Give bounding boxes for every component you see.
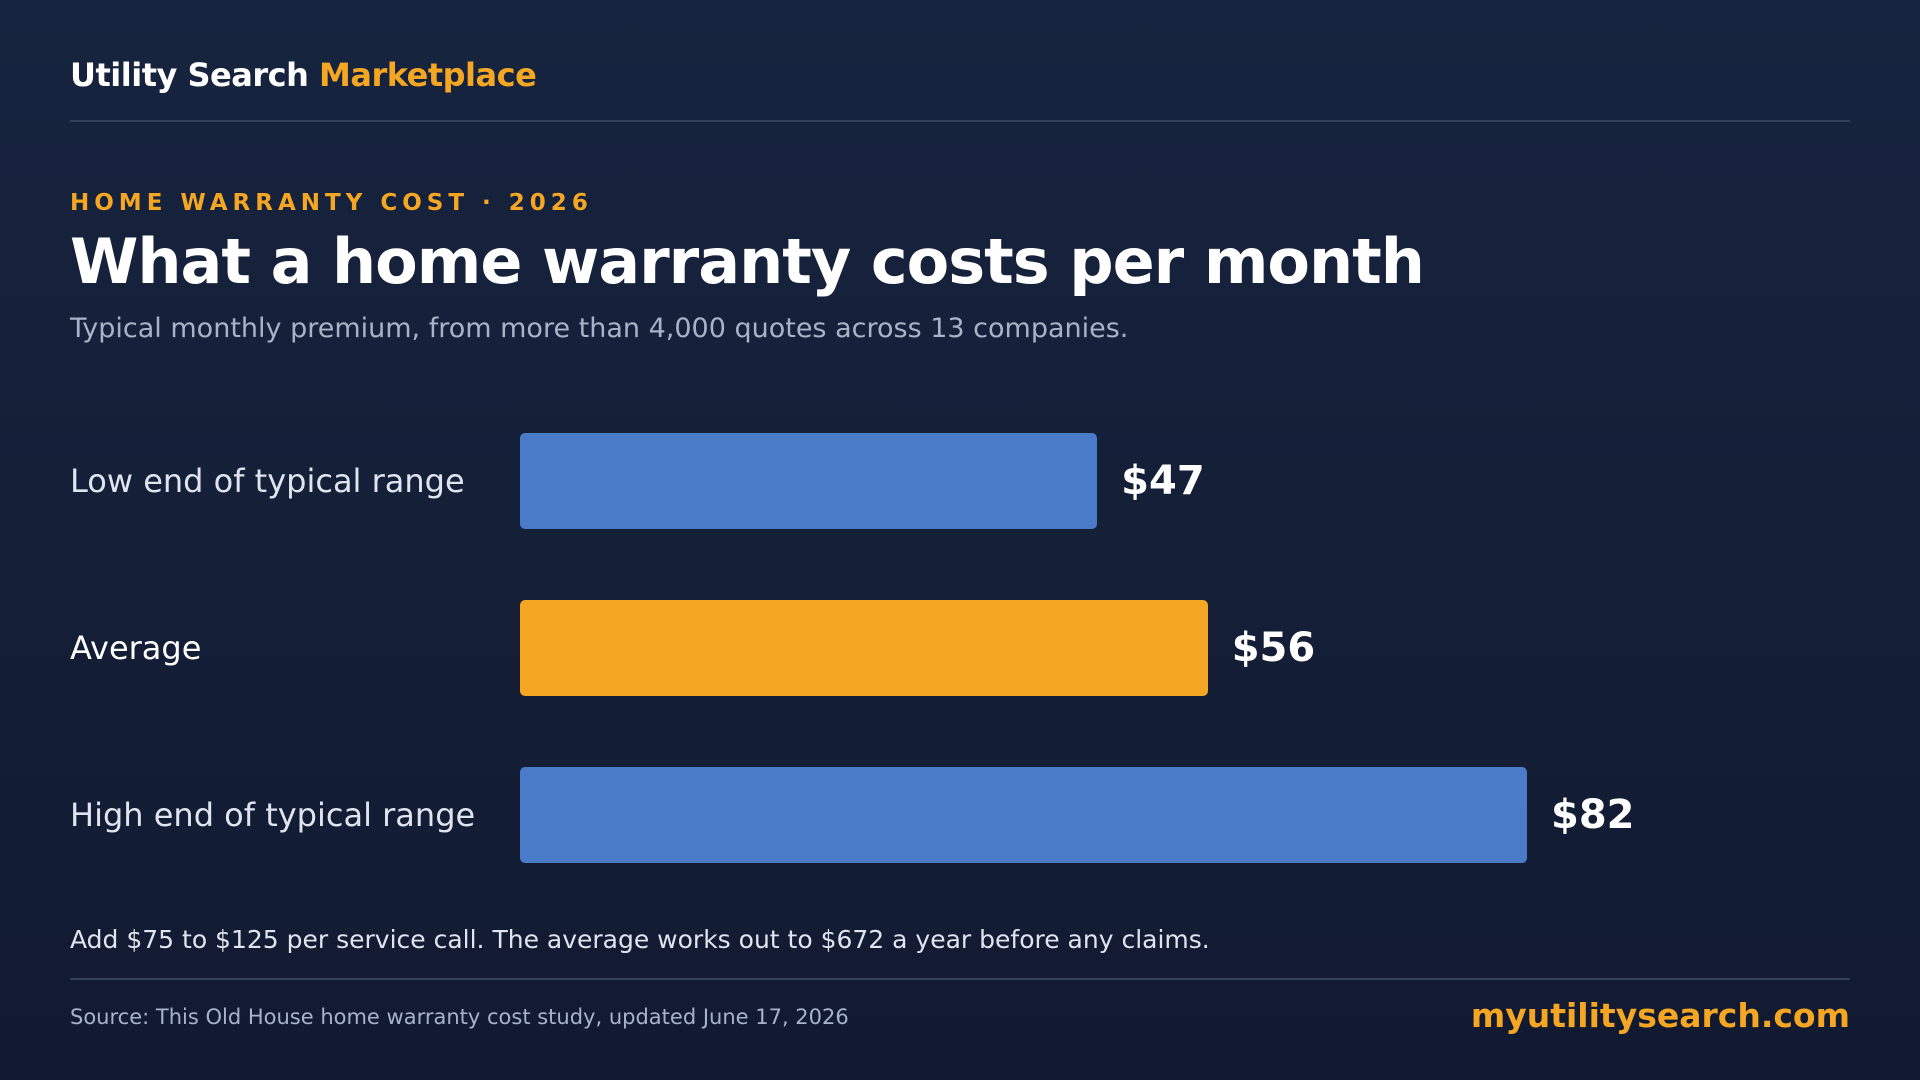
- bar-value-label: $82: [1551, 792, 1635, 838]
- source-note: Source: This Old House home warranty cos…: [70, 1005, 849, 1029]
- brand-accent: Marketplace: [319, 56, 537, 94]
- brand-main: Utility Search: [70, 56, 309, 94]
- brand-logo: Utility Search Marketplace: [70, 56, 537, 94]
- category-label: Low end of typical range: [70, 462, 465, 500]
- footer-divider: [70, 978, 1850, 980]
- footnote: Add $75 to $125 per service call. The av…: [70, 925, 1210, 954]
- category-label: High end of typical range: [70, 796, 476, 834]
- bar-range: [520, 433, 1098, 529]
- header-divider: [70, 120, 1850, 122]
- bar-average: [520, 600, 1208, 696]
- chart-title: What a home warranty costs per month: [70, 225, 1425, 298]
- category-label: Average: [70, 629, 202, 667]
- chart-subtitle: Typical monthly premium, from more than …: [70, 313, 1129, 344]
- bar-range: [520, 767, 1527, 863]
- bar-value-label: $47: [1121, 458, 1205, 504]
- site-url: myutilitysearch.com: [1470, 996, 1850, 1035]
- eyebrow-label: HOME WARRANTY COST · 2026: [70, 190, 593, 216]
- bar-value-label: $56: [1231, 625, 1316, 671]
